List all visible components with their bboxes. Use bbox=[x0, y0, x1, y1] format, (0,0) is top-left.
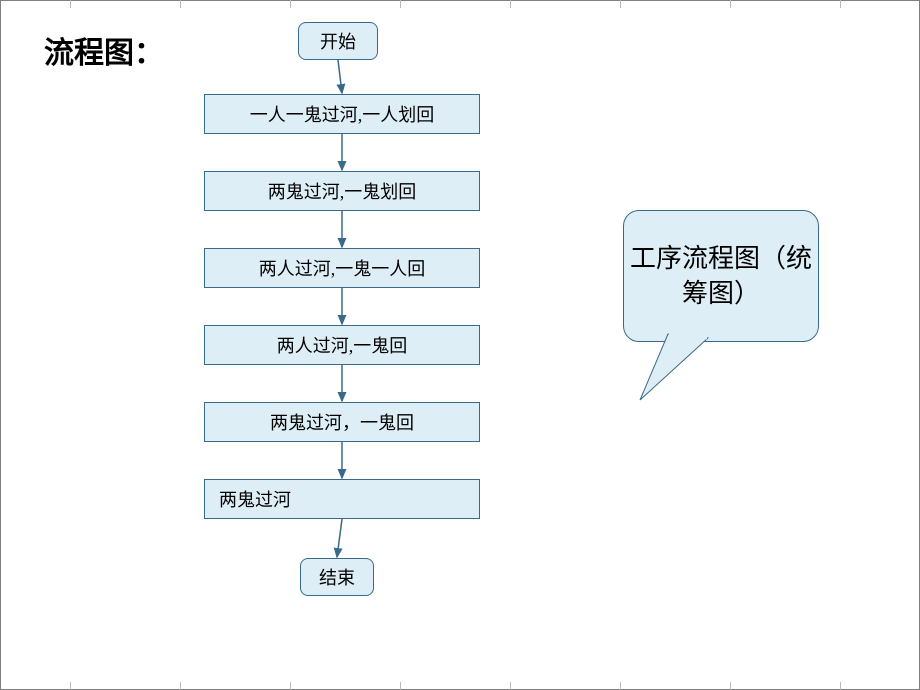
callout-tail bbox=[0, 0, 920, 690]
